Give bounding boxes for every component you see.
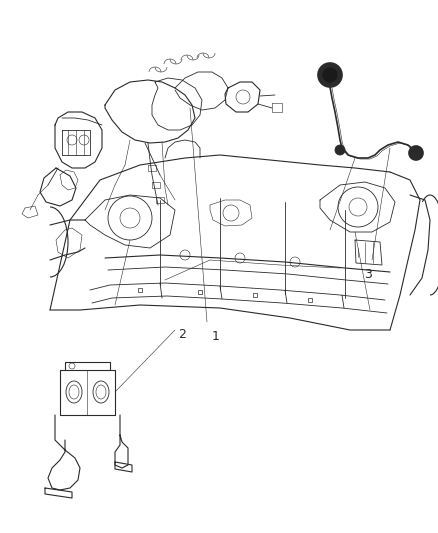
Text: 3: 3 [364, 268, 372, 281]
Text: 1: 1 [212, 330, 220, 343]
Circle shape [409, 146, 423, 160]
Circle shape [322, 67, 338, 83]
Circle shape [335, 145, 345, 155]
Circle shape [318, 63, 342, 87]
Text: 2: 2 [178, 328, 186, 341]
